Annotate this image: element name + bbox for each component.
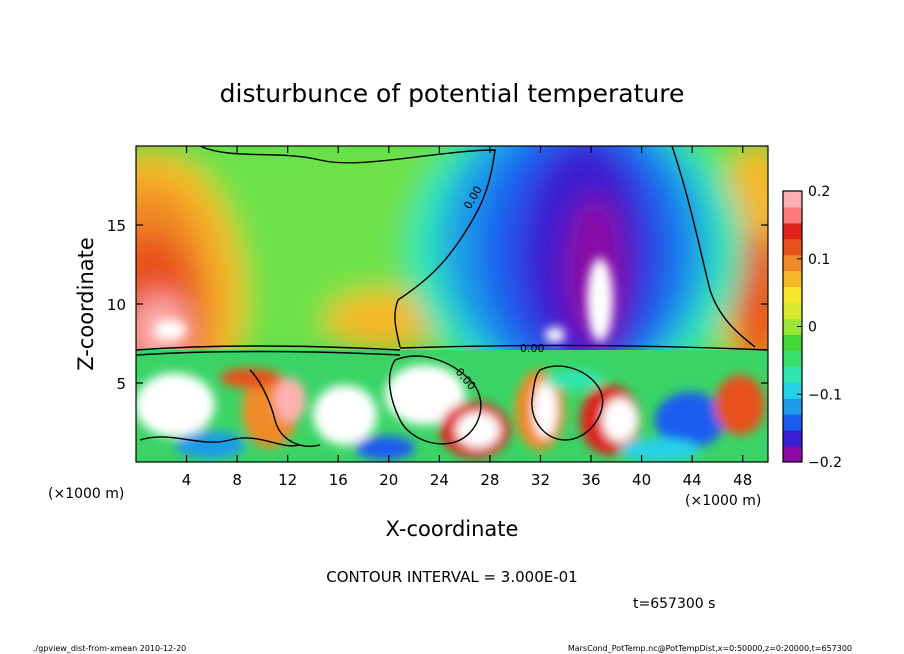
colorbar: 0.2 0.1 0 −0.1 −0.2 <box>782 184 842 471</box>
colorbar-swatch <box>783 206 802 224</box>
colorbar-swatch <box>783 286 802 304</box>
colorbar-swatch <box>783 382 802 399</box>
x-tick-label: 28 <box>480 471 499 489</box>
chart-title: disturbunce of potential temperature <box>220 79 685 108</box>
colorbar-swatch <box>783 318 802 335</box>
x-tick-label: 44 <box>683 471 702 489</box>
colorbar-swatch <box>783 191 802 208</box>
lower-contour-1 <box>388 355 482 445</box>
x-tick-label: 4 <box>182 471 192 489</box>
y-tick-label: 15 <box>107 217 126 235</box>
lower-contour-2 <box>531 365 604 441</box>
zero-contour-right <box>671 146 756 348</box>
dense-contours-left <box>136 344 768 356</box>
x-unit-left: (×1000 m) <box>48 486 124 502</box>
colorbar-tick-label: −0.1 <box>808 387 842 403</box>
colorbar-swatch <box>783 366 802 383</box>
footer-left: ./gpview_dist-from-xmean 2010-12-20 <box>33 644 186 653</box>
colorbar-swatch <box>783 302 802 320</box>
time-text: t=657300 s <box>633 596 715 612</box>
contour-interval-text: CONTOUR INTERVAL = 3.000E-01 <box>326 568 577 586</box>
y-tick-label: 10 <box>107 296 126 314</box>
colorbar-swatch <box>783 334 802 351</box>
x-tick-label: 32 <box>531 471 550 489</box>
colorbar-swatch <box>783 350 802 367</box>
colorbar-swatch <box>783 270 802 288</box>
contour-label: 0.00 <box>520 342 545 355</box>
x-tick-label: 8 <box>232 471 242 489</box>
plot-area: 0.00 0.00 0.00 <box>136 146 768 462</box>
x-axis-ticks: 4 8 12 16 20 24 28 32 36 40 44 48 <box>182 146 752 489</box>
colorbar-swatch <box>783 238 802 256</box>
x-tick-label: 36 <box>581 471 600 489</box>
x-tick-label: 48 <box>733 471 752 489</box>
colorbar-swatch <box>783 222 802 240</box>
lower-contour-4 <box>139 436 301 447</box>
y-tick-label: 5 <box>116 375 126 393</box>
colorbar-swatch <box>783 446 802 463</box>
x-tick-label: 16 <box>329 471 348 489</box>
colorbar-tick-label: −0.2 <box>808 455 842 471</box>
zero-contour-upper <box>199 146 496 348</box>
contour-lines <box>136 146 768 447</box>
x-tick-label: 20 <box>379 471 398 489</box>
x-tick-label: 12 <box>278 471 297 489</box>
x-unit-right: (×1000 m) <box>685 493 761 509</box>
x-axis-label: X-coordinate <box>386 517 519 541</box>
upper-field-core <box>154 258 613 343</box>
colorbar-swatch <box>783 398 802 415</box>
lower-field <box>136 350 768 462</box>
colorbar-swatch <box>783 414 802 431</box>
colorbar-tick-label: 0 <box>808 320 817 336</box>
y-axis-label: Z-coordinate <box>74 237 98 371</box>
colorbar-swatch <box>783 254 802 272</box>
x-tick-label: 40 <box>632 471 651 489</box>
colorbar-swatch <box>783 430 802 447</box>
y-axis-ticks: 5 10 15 <box>107 217 768 393</box>
footer-right: MarsCond_PotTemp.nc@PotTempDist,x=0:5000… <box>568 644 852 653</box>
colorbar-tick-label: 0.1 <box>808 252 830 268</box>
lower-contour-3 <box>249 369 321 447</box>
x-tick-label: 24 <box>430 471 449 489</box>
colorbar-tick-label: 0.2 <box>808 184 830 200</box>
